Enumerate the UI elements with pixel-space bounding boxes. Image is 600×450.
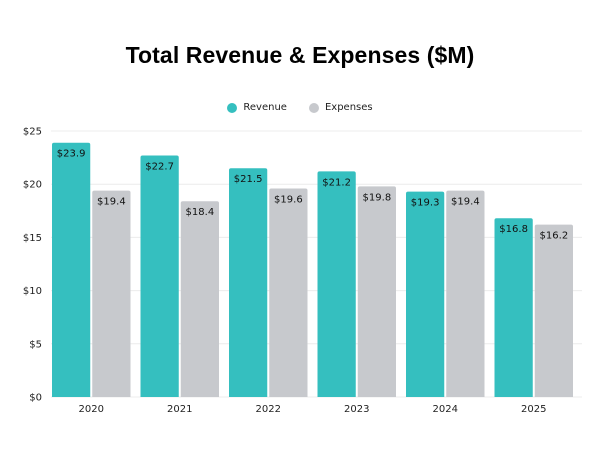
x-tick-label: 2021 — [167, 404, 192, 415]
bar-expenses-2020[interactable] — [92, 190, 131, 397]
data-label-revenue-2021: $22.7 — [145, 161, 174, 172]
bar-expenses-2024[interactable] — [446, 190, 485, 397]
bar-expenses-2023[interactable] — [357, 186, 396, 397]
x-tick-label: 2024 — [433, 404, 458, 415]
x-axis: 2020 2021 2022 2023 2024 2025 — [79, 404, 547, 415]
bar-revenue-2024[interactable] — [406, 191, 445, 397]
data-label-revenue-2023: $21.2 — [322, 177, 351, 188]
legend-label-expenses: Expenses — [324, 102, 373, 113]
gridlines — [51, 130, 582, 398]
legend-item-expenses[interactable]: Expenses — [308, 102, 373, 113]
legend-swatch-revenue — [227, 102, 238, 113]
y-tick-label: $25 — [23, 127, 42, 138]
data-labels: $23.9 $19.4 $22.7 $18.4 $21.5 $19.6 $21.2 $19.8… — [57, 149, 568, 242]
y-tick-label: $0 — [29, 393, 42, 404]
bar-revenue-2025[interactable] — [494, 218, 533, 397]
data-label-expenses-2022: $19.6 — [274, 194, 303, 205]
legend-label-revenue: Revenue — [243, 102, 287, 113]
x-tick-label: 2025 — [521, 404, 546, 415]
x-tick-label: 2020 — [79, 404, 104, 415]
data-label-expenses-2021: $18.4 — [186, 207, 215, 218]
data-label-revenue-2020: $23.9 — [57, 149, 86, 160]
bar-expenses-2025[interactable] — [534, 224, 573, 397]
legend-item-revenue[interactable]: Revenue — [227, 102, 287, 113]
bar-expenses-2021[interactable] — [180, 201, 219, 397]
y-tick-label: $15 — [23, 233, 42, 244]
chart-title: Total Revenue & Expenses ($M) — [125, 42, 475, 68]
data-label-expenses-2023: $19.8 — [363, 192, 392, 203]
data-label-expenses-2024: $19.4 — [451, 197, 480, 208]
y-tick-label: $5 — [29, 339, 42, 350]
y-tick-label: $20 — [23, 180, 42, 191]
x-tick-label: 2022 — [256, 404, 281, 415]
data-label-expenses-2025: $16.2 — [540, 231, 569, 242]
bar-revenue-2023[interactable] — [317, 171, 356, 397]
bar-revenue-2020[interactable] — [52, 142, 91, 397]
legend-swatch-expenses — [308, 102, 319, 113]
x-tick-label: 2023 — [344, 404, 369, 415]
data-label-revenue-2022: $21.5 — [234, 174, 263, 185]
data-label-revenue-2024: $19.3 — [411, 198, 440, 209]
data-label-expenses-2020: $19.4 — [97, 197, 126, 208]
bar-revenue-2021[interactable] — [140, 155, 179, 397]
y-tick-label: $10 — [23, 286, 42, 297]
bars — [52, 142, 573, 397]
data-label-revenue-2025: $16.8 — [499, 224, 528, 235]
bar-expenses-2022[interactable] — [269, 188, 308, 397]
y-axis: $0 $5 $10 $15 $20 $25 — [23, 127, 42, 404]
bar-revenue-2022[interactable] — [229, 168, 268, 397]
legend: Revenue Expenses — [0, 102, 600, 113]
